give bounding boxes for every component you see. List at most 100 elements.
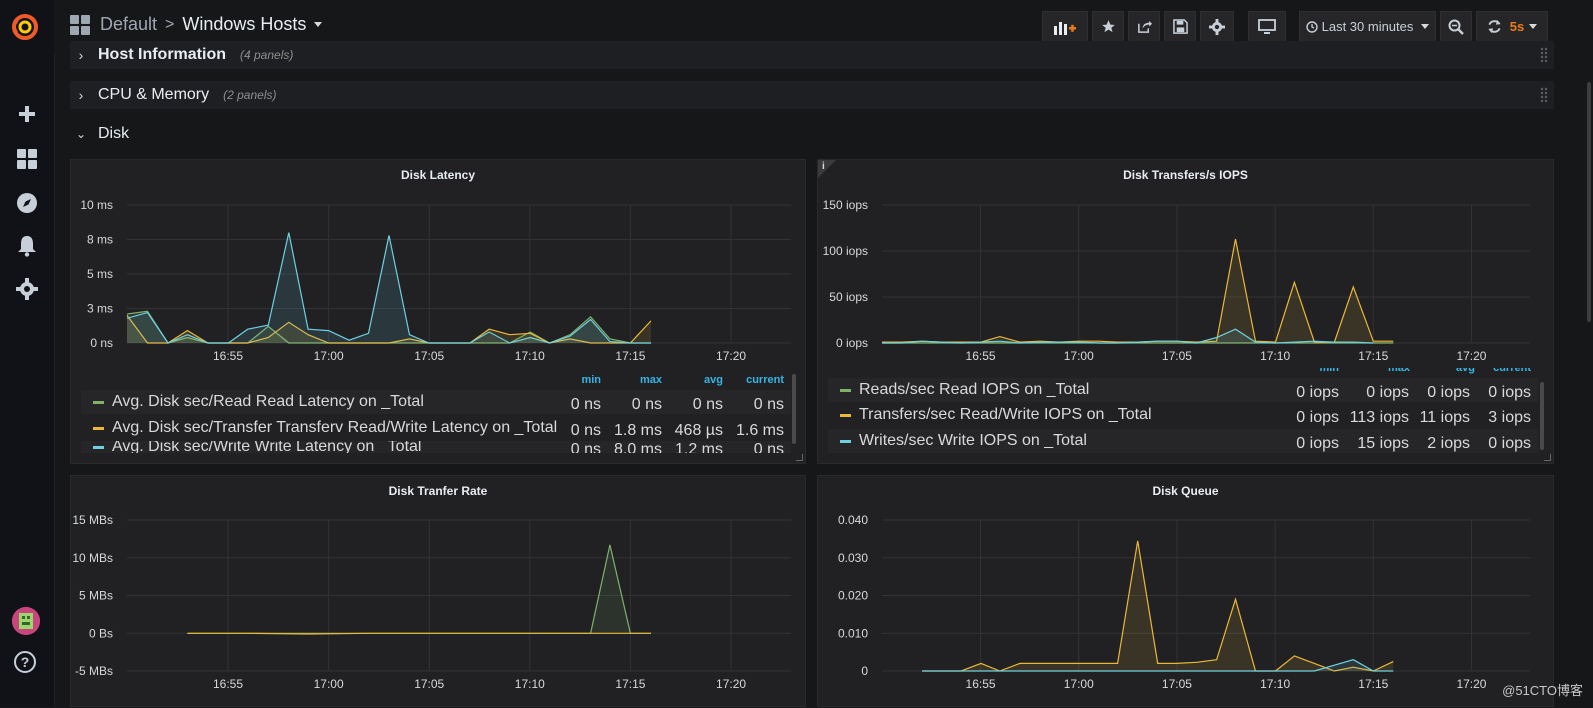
panel-disk-latency[interactable]: Disk Latency 10 ms 8 ms 5 ms 3 ms 0 ns 16:55 1…: [70, 159, 806, 464]
series-line[interactable]: [126, 232, 651, 344]
legend-item[interactable]: Transfers/sec Read/Write IOPS on _Total …: [828, 403, 1538, 427]
legend-item[interactable]: Avg. Disk sec/Write Write Latency on _To…: [81, 441, 791, 453]
series-area: [187, 544, 651, 634]
legend-header-max[interactable]: max: [1387, 368, 1410, 374]
x-tick-label: 17:05: [1162, 349, 1192, 363]
y-tick-label: 15 MBs: [72, 513, 113, 527]
star-button[interactable]: [1092, 11, 1124, 42]
legend-header-max[interactable]: max: [639, 374, 662, 386]
disk-latency-chart[interactable]: 10 ms 8 ms 5 ms 3 ms 0 ns 16:55 17:00 17:05 17:1…: [71, 160, 807, 365]
explore-compass-icon[interactable]: [0, 183, 54, 223]
series-line[interactable]: [922, 659, 1394, 672]
series-line[interactable]: [187, 632, 651, 635]
user-avatar[interactable]: [12, 607, 40, 635]
alerting-bell-icon[interactable]: [0, 226, 54, 266]
chevron-right-icon: ›: [78, 47, 84, 63]
panel-disk-transfers-iops[interactable]: i Disk Transfers/s IOPS 150 iops 100 iops…: [817, 159, 1554, 464]
legend-header-current[interactable]: current: [746, 374, 784, 386]
series-line[interactable]: [882, 328, 1374, 344]
legend-avg: 2 iops: [1427, 435, 1470, 452]
x-tick-label: 17:00: [314, 349, 344, 363]
panel-title[interactable]: Disk Latency: [400, 168, 476, 182]
x-tick-label: 17:05: [414, 677, 444, 691]
panel-disk-queue[interactable]: Disk Queue 0.040 0.030 0.020 0.010 0 16:55 17:…: [817, 475, 1554, 707]
x-tick-label: 17:20: [1456, 677, 1486, 691]
panel-title[interactable]: Disk Tranfer Rate: [388, 484, 488, 498]
share-button[interactable]: [1128, 11, 1160, 42]
series-area: [882, 239, 1394, 343]
panel-info-corner[interactable]: [818, 160, 836, 178]
disk-transfer-rate-chart[interactable]: 15 MBs 10 MBs 5 MBs 0 Bs -5 MBs 16:55 17:00 17:…: [71, 476, 807, 708]
configuration-gear-icon[interactable]: [0, 269, 54, 309]
info-icon[interactable]: i: [822, 161, 825, 172]
x-tick-label: 16:55: [213, 349, 243, 363]
page-scrollbar[interactable]: [1587, 82, 1591, 322]
legend-item[interactable]: Avg. Disk sec/Read Read Latency on _Tota…: [81, 390, 791, 414]
tv-mode-button[interactable]: [1248, 11, 1286, 42]
settings-button[interactable]: [1200, 11, 1234, 42]
legend-header-avg[interactable]: avg: [704, 374, 723, 386]
x-tick-label: 17:15: [615, 677, 645, 691]
save-button[interactable]: [1164, 11, 1196, 42]
refresh-picker[interactable]: 5s: [1476, 11, 1548, 42]
legend-header-min[interactable]: min: [581, 374, 601, 386]
row-cpu-memory[interactable]: › CPU & Memory (2 panels): [70, 81, 1554, 109]
add-icon[interactable]: [0, 94, 54, 134]
legend-overflow-clip: Avg. Disk sec/Write Write Latency on _To…: [71, 441, 807, 453]
panel-title[interactable]: Disk Transfers/s IOPS: [1123, 168, 1248, 182]
legend-min: 0 iops: [1296, 384, 1339, 401]
dashboards-icon[interactable]: [0, 139, 54, 179]
panel-title[interactable]: Disk Queue: [1152, 484, 1219, 498]
disk-iops-chart[interactable]: 150 iops 100 iops 50 iops 0 iops 16:55 17:00 1…: [818, 160, 1555, 365]
series-line[interactable]: [922, 540, 1394, 672]
breadcrumb-folder[interactable]: Default: [100, 14, 158, 34]
disk-queue-chart[interactable]: 0.040 0.030 0.020 0.010 0 16:55 17:00 17:05 17:1…: [818, 476, 1555, 708]
x-tick-label: 16:55: [966, 349, 996, 363]
legend-current: 0 ns: [753, 441, 784, 453]
legend-item[interactable]: Avg. Disk sec/Transfer Transferv Read/Wr…: [81, 416, 791, 440]
series-area: [922, 540, 1394, 671]
x-tick-label: 17:00: [314, 677, 344, 691]
y-tick-label: 0.040: [838, 513, 868, 527]
x-tick-label: 16:55: [966, 677, 996, 691]
row-host-information[interactable]: › Host Information (4 panels): [70, 41, 1554, 69]
grafana-logo-icon[interactable]: [9, 11, 41, 43]
help-icon[interactable]: ?: [14, 651, 36, 673]
legend-scrollbar[interactable]: [1540, 382, 1544, 450]
legend-item[interactable]: Writes/sec Write IOPS on _Total 0 iops 1…: [828, 429, 1538, 453]
x-tick-label: 17:10: [515, 677, 545, 691]
row-drag-handle-icon[interactable]: [1540, 47, 1548, 63]
legend-header-current[interactable]: current: [1493, 368, 1531, 374]
time-range-picker[interactable]: Last 30 minutes: [1299, 11, 1436, 42]
sidebar: ?: [0, 0, 55, 707]
panel-resize-handle[interactable]: [1544, 454, 1551, 461]
zoom-out-button[interactable]: [1440, 11, 1472, 42]
legend-scrollbar[interactable]: [792, 374, 796, 444]
row-disk[interactable]: ⌄ Disk: [70, 120, 1554, 148]
row-drag-handle-icon[interactable]: [1540, 87, 1548, 103]
watermark: @51CTO博客: [1502, 683, 1583, 698]
y-tick-label: 0.010: [838, 626, 868, 640]
series-line[interactable]: [882, 238, 1394, 343]
monitor-icon: [1258, 18, 1276, 34]
clock-icon: [1305, 20, 1318, 33]
add-panel-button[interactable]: [1042, 11, 1088, 42]
x-tick-label: 17:05: [414, 349, 444, 363]
dashboard-title[interactable]: Windows Hosts: [182, 14, 307, 34]
legend-header-avg[interactable]: avg: [1456, 368, 1475, 374]
chevron-down-icon: [1421, 24, 1430, 29]
y-tick-label: 0.030: [838, 551, 868, 565]
panel-resize-handle[interactable]: [796, 454, 803, 461]
legend-swatch: [93, 426, 104, 430]
chevron-down-icon[interactable]: [314, 22, 323, 27]
legend-avg: 0 ns: [692, 396, 723, 413]
legend-avg: 0 iops: [1427, 384, 1470, 401]
breadcrumb: Default > Windows Hosts: [70, 14, 323, 35]
series-area: [127, 232, 651, 343]
legend-swatch: [840, 439, 851, 443]
panel-disk-transfer-rate[interactable]: Disk Tranfer Rate 15 MBs 10 MBs 5 MBs 0 Bs -…: [70, 475, 806, 707]
legend-item[interactable]: Reads/sec Read IOPS on _Total 0 iops 0 i…: [828, 378, 1538, 402]
legend-series-name: Transfers/sec Read/Write IOPS on _Total: [859, 406, 1152, 423]
legend-header-min[interactable]: min: [1319, 368, 1339, 374]
zoom-out-icon: [1448, 19, 1464, 35]
